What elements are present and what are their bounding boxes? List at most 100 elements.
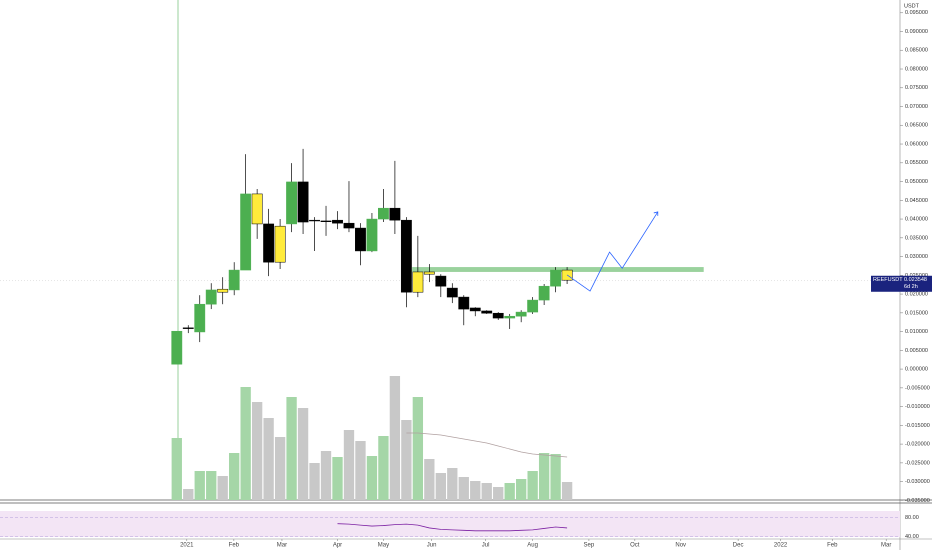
candle-body <box>423 271 435 275</box>
y-tick-label: -0.005000 <box>905 385 930 391</box>
volume-bar <box>229 453 240 500</box>
volume-bar <box>527 471 538 500</box>
volume-bar <box>309 463 320 500</box>
candle-body <box>355 227 366 252</box>
candle-body <box>378 207 389 220</box>
candle-body <box>389 207 401 221</box>
y-tick-label: 0.010000 <box>905 329 928 335</box>
y-tick-label: 0.080000 <box>905 66 928 72</box>
x-tick-label: Nov <box>675 543 686 549</box>
candle-body <box>469 307 481 312</box>
x-tick-label: 2021 <box>180 543 194 549</box>
volume-bar <box>171 438 182 500</box>
y-tick-label: 0.020000 <box>905 292 928 298</box>
volume-bar <box>412 397 424 500</box>
projection-path <box>566 211 659 292</box>
volume-bar <box>493 487 504 500</box>
volume-bar <box>447 468 458 500</box>
volume-bar <box>389 376 401 500</box>
volume-bar <box>435 473 446 500</box>
rsi-background <box>0 511 900 537</box>
volume-bar <box>355 441 366 500</box>
candle-body <box>458 296 470 310</box>
volume-bar <box>481 483 492 500</box>
volume-ma <box>406 432 568 458</box>
price-tag-value: 0.023548 <box>904 277 927 283</box>
rsi-tick-label: 40.00 <box>905 534 919 540</box>
x-tick-label: Dec <box>733 543 744 549</box>
volume-bar <box>458 477 469 500</box>
candle-body <box>435 275 447 287</box>
volume-bar <box>240 387 251 500</box>
x-tick-label: Mar <box>277 543 287 549</box>
volume-bar <box>332 457 343 500</box>
y-tick-label: 0.075000 <box>905 85 928 91</box>
volume-bar <box>183 489 194 500</box>
candle-body <box>446 287 458 298</box>
y-tick-label: 0.050000 <box>905 179 928 185</box>
candle-body <box>400 219 412 293</box>
candle-body <box>194 303 206 333</box>
candle-body <box>309 219 320 222</box>
y-tick-label: 0.045000 <box>905 198 928 204</box>
y-tick-label: 0.085000 <box>905 48 928 54</box>
candle-body <box>263 223 275 263</box>
volume-bar <box>343 430 355 500</box>
y-tick-label: 0.040000 <box>905 217 928 223</box>
x-tick-label: Apr <box>333 543 342 549</box>
support-zone <box>412 267 704 272</box>
candle-body <box>550 269 562 287</box>
volume-bar <box>538 453 550 500</box>
candle-body <box>274 225 286 263</box>
volume-bar <box>251 402 263 500</box>
price-tag <box>871 275 932 292</box>
price-tag-countdown: 6d 2h <box>904 284 918 290</box>
candle-body <box>492 312 504 319</box>
volume-bar <box>561 482 573 500</box>
rsi-line <box>337 523 568 532</box>
candle-body <box>538 285 550 301</box>
candle-body <box>343 222 355 229</box>
candle-body <box>412 271 424 293</box>
candle-body <box>320 220 332 222</box>
candle-body <box>297 181 309 223</box>
candle-body <box>286 181 297 225</box>
candle-body <box>171 330 183 365</box>
y-tick-label: 0.065000 <box>905 123 928 129</box>
x-tick-label: Feb <box>827 543 838 549</box>
candle-body <box>228 269 240 291</box>
volume-bar <box>320 451 332 500</box>
y-tick-label: 0.000000 <box>905 367 928 373</box>
y-tick-label: 0.035000 <box>905 235 928 241</box>
volume-bar <box>550 454 561 500</box>
y-tick-label: 0.090000 <box>905 29 928 35</box>
y-tick-label: -0.010000 <box>905 404 930 410</box>
x-tick-label: Feb <box>229 543 240 549</box>
candle-body <box>240 193 252 271</box>
axis-unit: USDT <box>904 3 920 9</box>
volume-bar <box>286 397 297 500</box>
x-tick-label: May <box>378 543 389 549</box>
volume-bar <box>516 479 527 500</box>
volume-bar <box>217 476 228 500</box>
volume-bar <box>401 420 412 500</box>
y-tick-label: 0.095000 <box>905 10 928 16</box>
candle-body <box>217 288 229 293</box>
candle-body <box>527 299 539 313</box>
candle-body <box>332 219 343 224</box>
candle-body <box>515 311 527 317</box>
candle-body <box>182 327 194 329</box>
y-tick-label: 0.055000 <box>905 160 928 166</box>
projection-arrow <box>653 211 659 216</box>
volume-bar <box>424 459 435 500</box>
volume-bar <box>504 483 515 500</box>
volume-bar <box>297 408 309 500</box>
candle-body <box>251 193 263 225</box>
y-tick-label: 0.070000 <box>905 104 928 110</box>
candle-body <box>481 310 493 314</box>
volume-bar <box>470 481 481 500</box>
rsi-tick-label: 80.00 <box>905 515 919 521</box>
